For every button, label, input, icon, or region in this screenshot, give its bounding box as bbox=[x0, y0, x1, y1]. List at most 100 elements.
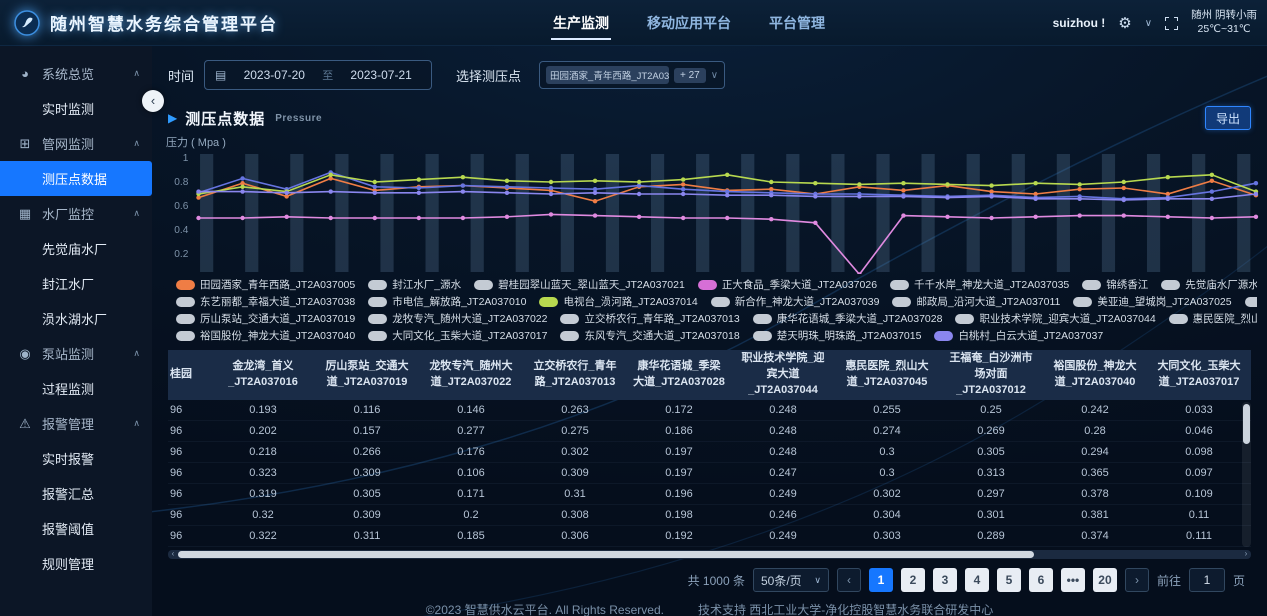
table-row[interactable]: 96 0.32 0.309 0.2 0.308 0.198 0.246 0.304 0.301 0… bbox=[168, 505, 1251, 526]
date-range-picker[interactable]: ▤ 2023-07-20 至 2023-07-21 bbox=[204, 60, 433, 90]
legend-item-东艺丽都_幸福大道_JT2A037038[interactable]: 东艺丽都_幸福大道_JT2A037038 bbox=[176, 294, 355, 309]
legend-label: 职业技术学院_迎宾大道_JT2A037044 bbox=[979, 313, 1156, 325]
legend-item-裕国股份_神龙大道_JT2A037040[interactable]: 裕国股份_神龙大道_JT2A037040 bbox=[176, 328, 355, 343]
svg-text:1: 1 bbox=[183, 153, 189, 164]
selected-point-chip[interactable]: 田园酒家_青年西路_JT2A037005 ⊗ bbox=[546, 66, 669, 84]
sidebar-item-规则管理[interactable]: 规则管理 bbox=[42, 557, 95, 572]
sidebar-item-报警汇总[interactable]: 报警汇总 bbox=[42, 487, 95, 502]
date-end[interactable]: 2023-07-21 bbox=[350, 68, 412, 82]
table-row[interactable]: 96 0.323 0.309 0.106 0.309 0.197 0.247 0.3 0.313… bbox=[168, 463, 1251, 484]
user-name[interactable]: suizhou ! bbox=[1052, 16, 1106, 30]
horizontal-scrollbar[interactable]: ‹ › bbox=[168, 549, 1251, 559]
legend-item-惠民医院_烈山大道_JT2A037045[interactable]: 惠民医院_烈山大道_JT2A037045 bbox=[1168, 311, 1257, 326]
table-cell: 0.146 bbox=[457, 404, 485, 416]
table-row[interactable]: 96 0.218 0.266 0.176 0.302 0.197 0.248 0.3 0.305… bbox=[168, 442, 1251, 463]
date-start[interactable]: 2023-07-20 bbox=[243, 68, 305, 82]
sidebar-group-系统总览[interactable]: ◕ 系统总览 ∧ bbox=[0, 56, 152, 91]
page-button-3[interactable]: 3 bbox=[932, 568, 957, 592]
chevron-up-icon[interactable]: ∧ bbox=[133, 138, 140, 148]
sidebar-item-测压点数据[interactable]: 测压点数据 bbox=[0, 161, 152, 196]
table-cell: 0.218 bbox=[249, 446, 277, 458]
nav-tab-生产监测[interactable]: 生产监测 bbox=[551, 0, 611, 46]
gear-icon[interactable]: ⚙ bbox=[1118, 15, 1132, 32]
goto-page-input[interactable] bbox=[1188, 568, 1225, 592]
legend-item-邮政局_沿河大道_JT2A037011[interactable]: 邮政局_沿河大道_JT2A037011 bbox=[892, 294, 1060, 309]
table-cell: 0.28 bbox=[1084, 425, 1106, 437]
legend-item-楚天明珠_明珠路_JT2A037015[interactable]: 楚天明珠_明珠路_JT2A037015 bbox=[752, 328, 921, 343]
footer-support: 技术支持 西北工业大学-净化控股智慧水务联合研发中心 bbox=[697, 603, 994, 616]
vertical-scrollbar-thumb[interactable] bbox=[1243, 404, 1250, 444]
sidebar-group-水厂监控[interactable]: ▦ 水厂监控 ∧ bbox=[0, 196, 152, 231]
sidebar-item-实时监测[interactable]: 实时监测 bbox=[42, 102, 95, 117]
legend-item-厉山泵站_交通大道_JT2A037019[interactable]: 厉山泵站_交通大道_JT2A037019 bbox=[176, 311, 355, 326]
legend-row: 裕国股份_神龙大道_JT2A037040 大同文化_玉柴大道_JT2A037017… bbox=[176, 327, 1257, 344]
fullscreen-icon[interactable] bbox=[1165, 16, 1179, 30]
table-column-header: 金龙湾_首义_JT2A037016 bbox=[228, 360, 298, 388]
page-button-4[interactable]: 4 bbox=[964, 568, 989, 592]
table-row[interactable]: 96 0.322 0.311 0.185 0.306 0.192 0.249 0.303 0.2… bbox=[168, 526, 1251, 547]
sidebar-item-涢水湖水厂[interactable]: 涢水湖水厂 bbox=[42, 312, 108, 327]
legend-item-随县碧桂园[interactable]: 随县碧桂园 bbox=[1244, 294, 1257, 309]
chevron-up-icon[interactable]: ∧ bbox=[133, 208, 140, 218]
legend-item-东风专汽_交通大道_JT2A037018[interactable]: 东风专汽_交通大道_JT2A037018 bbox=[560, 328, 740, 343]
page-button-1[interactable]: 1 bbox=[868, 568, 893, 592]
sidebar-item-过程监测[interactable]: 过程监测 bbox=[42, 382, 95, 397]
export-button[interactable]: 导出 bbox=[1204, 106, 1251, 130]
legend-item-龙牧专汽_随州大道_JT2A037022[interactable]: 龙牧专汽_随州大道_JT2A037022 bbox=[368, 311, 547, 326]
legend-label: 正大食品_季梁大道_JT2A037026 bbox=[721, 279, 878, 291]
legend-item-立交桥农行_青年路_JT2A037013[interactable]: 立交桥农行_青年路_JT2A037013 bbox=[560, 311, 740, 326]
sidebar-collapse-button[interactable]: ‹ bbox=[142, 90, 164, 112]
sidebar-group-泵站监测[interactable]: ◉ 泵站监测 ∧ bbox=[0, 336, 152, 371]
legend-item-正大食品_季梁大道_JT2A037026[interactable]: 正大食品_季梁大道_JT2A037026 bbox=[697, 277, 878, 292]
sidebar-item-实时报警[interactable]: 实时报警 bbox=[42, 452, 95, 467]
chevron-up-icon[interactable]: ∧ bbox=[133, 348, 140, 358]
page-button-6[interactable]: 6 bbox=[1028, 568, 1053, 592]
select-chevron-down-icon[interactable]: ∨ bbox=[710, 69, 719, 81]
sidebar-item-封江水厂[interactable]: 封江水厂 bbox=[42, 277, 95, 292]
hscroll-right-arrow-icon[interactable]: › bbox=[1244, 549, 1248, 558]
next-page-button[interactable]: › bbox=[1124, 568, 1149, 592]
legend-item-电视台_涢河路_JT2A037014[interactable]: 电视台_涢河路_JT2A037014 bbox=[539, 294, 698, 309]
sidebar-group-管网监测[interactable]: ⊞ 管网监测 ∧ bbox=[0, 126, 152, 161]
more-points-chip[interactable]: + 27 bbox=[673, 67, 706, 83]
legend-item-千千水岸_神龙大道_JT2A037035[interactable]: 千千水岸_神龙大道_JT2A037035 bbox=[890, 277, 1069, 292]
sidebar-item-报警阈值[interactable]: 报警阈值 bbox=[42, 522, 95, 537]
hscroll-left-arrow-icon[interactable]: ‹ bbox=[171, 549, 175, 558]
table-row[interactable]: 96 0.202 0.157 0.277 0.275 0.186 0.248 0.274 0.2… bbox=[168, 421, 1251, 442]
legend-item-新合作_神龙大道_JT2A037039[interactable]: 新合作_神龙大道_JT2A037039 bbox=[710, 294, 879, 309]
legend-item-田园酒家_青年西路_JT2A037005[interactable]: 田园酒家_青年西路_JT2A037005 bbox=[176, 277, 355, 292]
page-button-20[interactable]: 20 bbox=[1092, 568, 1117, 592]
table-cell: 96 bbox=[170, 530, 183, 542]
sidebar-group-label: 管网监测 bbox=[42, 137, 95, 152]
legend-item-先觉庙水厂源水[interactable]: 先觉庙水厂源水 bbox=[1161, 277, 1257, 292]
pressure-point-select[interactable]: 田园酒家_青年西路_JT2A037005 ⊗ + 27 ∨ bbox=[539, 61, 726, 89]
legend-item-市电信_解放路_JT2A037010[interactable]: 市电信_解放路_JT2A037010 bbox=[368, 294, 526, 309]
table-row[interactable]: 96 0.193 0.116 0.146 0.263 0.172 0.248 0.255 0.2… bbox=[168, 400, 1251, 421]
legend-item-封江水厂_源水[interactable]: 封江水厂_源水 bbox=[368, 277, 461, 292]
table-cell: 0.116 bbox=[353, 404, 381, 416]
vertical-scrollbar[interactable] bbox=[1242, 402, 1251, 547]
legend-item-大同文化_玉柴大道_JT2A037017[interactable]: 大同文化_玉柴大道_JT2A037017 bbox=[368, 328, 547, 343]
user-chevron-down-icon[interactable]: ∨ bbox=[1144, 17, 1153, 29]
chevron-up-icon[interactable]: ∧ bbox=[133, 68, 140, 78]
legend-item-康华花语城_季梁大道_JT2A037028[interactable]: 康华花语城_季梁大道_JT2A037028 bbox=[752, 311, 942, 326]
sidebar-item-先觉庙水厂[interactable]: 先觉庙水厂 bbox=[42, 242, 108, 257]
horizontal-scrollbar-thumb[interactable] bbox=[178, 551, 1034, 558]
line-chart-canvas[interactable]: 1 0.8 0.6 0.4 0.2 bbox=[162, 152, 1261, 274]
legend-item-美亚迪_望城岗_JT2A037025[interactable]: 美亚迪_望城岗_JT2A037025 bbox=[1073, 294, 1232, 309]
legend-item-碧桂园翠山蓝天_翠山蓝天_JT2A037021[interactable]: 碧桂园翠山蓝天_翠山蓝天_JT2A037021 bbox=[474, 277, 685, 292]
table-row[interactable]: 96 0.319 0.305 0.171 0.31 0.196 0.249 0.302 0.29… bbox=[168, 484, 1251, 505]
page-button-5[interactable]: 5 bbox=[996, 568, 1021, 592]
page-ellipsis-button[interactable]: ••• bbox=[1060, 568, 1085, 592]
legend-swatch bbox=[368, 296, 388, 307]
page-size-select[interactable]: 50条/页 ∨ bbox=[752, 568, 829, 592]
chevron-up-icon[interactable]: ∧ bbox=[133, 418, 140, 428]
page-button-2[interactable]: 2 bbox=[900, 568, 925, 592]
sidebar-group-报警管理[interactable]: ⚠ 报警管理 ∧ bbox=[0, 406, 152, 441]
legend-item-锦绣香江[interactable]: 锦绣香江 bbox=[1082, 277, 1148, 292]
nav-tab-平台管理[interactable]: 平台管理 bbox=[769, 15, 825, 31]
legend-item-白桃村_白云大道_JT2A037037[interactable]: 白桃村_白云大道_JT2A037037 bbox=[934, 328, 1103, 343]
prev-page-button[interactable]: ‹ bbox=[836, 568, 861, 592]
nav-tab-移动应用平台[interactable]: 移动应用平台 bbox=[647, 15, 731, 31]
legend-item-职业技术学院_迎宾大道_JT2A037044[interactable]: 职业技术学院_迎宾大道_JT2A037044 bbox=[955, 311, 1156, 326]
